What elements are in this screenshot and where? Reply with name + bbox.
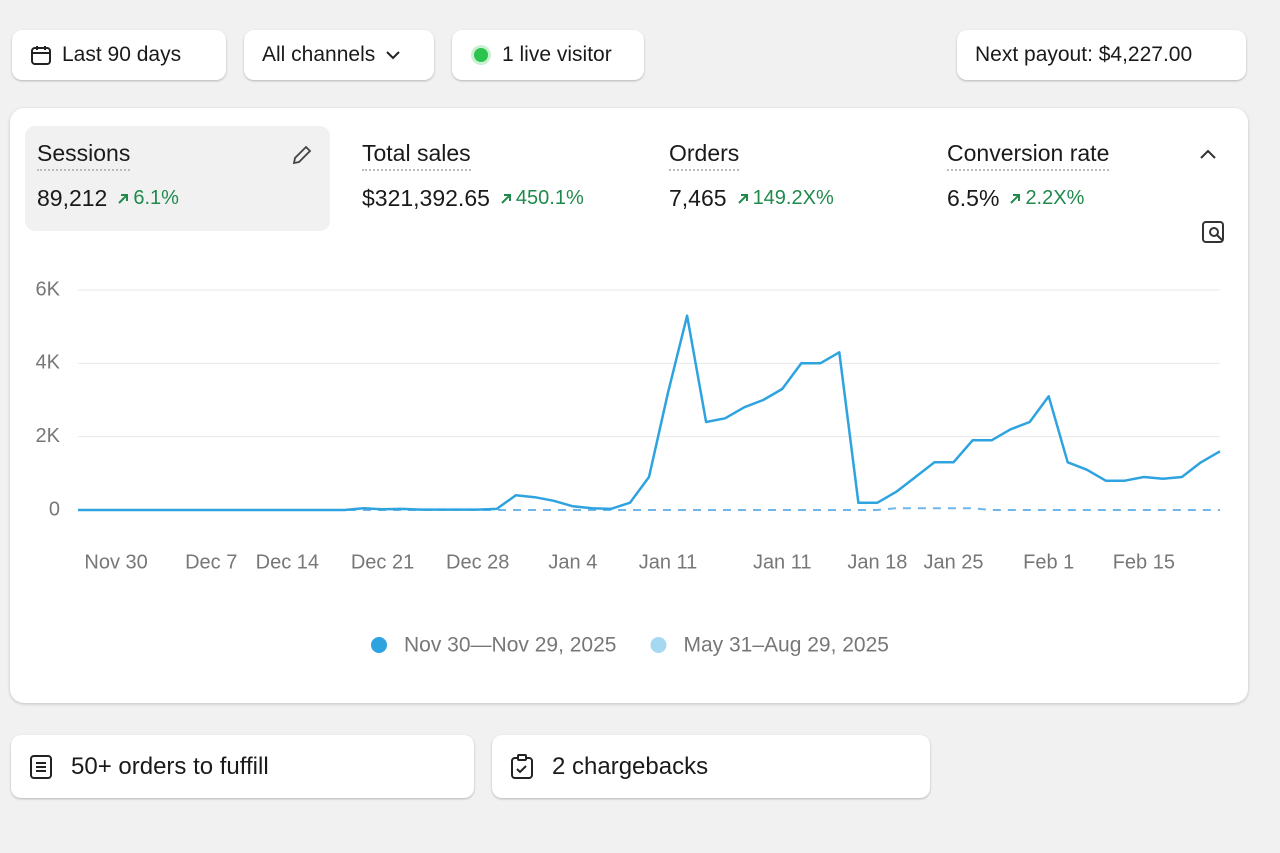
collapse-icon[interactable] [1198, 146, 1218, 162]
up-arrow [1010, 193, 1021, 204]
live-dot [471, 45, 491, 65]
metric-row: $321,392.65 450.1% [362, 185, 643, 212]
x-tick-label: Dec 21 [351, 551, 414, 573]
metric-change: 6.1% [117, 187, 179, 210]
up-arrow [118, 193, 129, 204]
x-tick-label: Jan 18 [847, 551, 907, 573]
clipboard-icon [511, 753, 533, 779]
zoom-icon[interactable] [1201, 220, 1227, 246]
metric-change-text: 450.1% [515, 187, 584, 209]
metric: Conversion rate 6.5% 2.2X% [935, 126, 1240, 231]
legend-swatch [371, 637, 387, 653]
legend-label: May 31–Aug 29, 2025 [683, 634, 889, 657]
y-tick-label: 0 [49, 498, 60, 520]
metric-row: 6.5% 2.2X% [947, 185, 1228, 212]
x-tick-label: Jan 25 [924, 551, 984, 573]
metric-change: 2.2X% [1009, 187, 1084, 210]
metric-value: 7,465 [669, 185, 727, 211]
up-arrow [501, 193, 511, 204]
y-tick-label: 4K [36, 352, 61, 374]
x-tick-label: Jan 4 [548, 551, 597, 573]
payout-button[interactable]: Next payout: $4,227.00 [957, 30, 1246, 80]
payout-text: Next payout: $4,227.00 [975, 43, 1193, 66]
metric-row: 89,212 6.1% [37, 185, 318, 212]
metric-change-text: 2.2X% [1025, 187, 1085, 209]
legend-swatch [650, 637, 667, 653]
metric-label: Orders [669, 140, 740, 171]
metric-label: Conversion rate [947, 140, 1110, 171]
channels-button[interactable]: All channels [244, 30, 434, 80]
sessions-chart: 0 2K 4K 6K Nov 30 Dec 7 Dec 14 Dec 21 Dec 28 Jan … [36, 278, 1221, 657]
metric: Total sales $321,392.65 450.1% [350, 126, 655, 231]
calendar-icon [31, 46, 51, 65]
metric-value: 6.5% [947, 185, 1000, 211]
metric-value: $321,392.65 [362, 185, 490, 211]
metric-change-text: 6.1% [133, 187, 179, 209]
orders-task[interactable]: 50+ orders to fuffill [11, 735, 474, 798]
metric: Sessions 89,212 6.1% [25, 126, 330, 231]
metric-change-text: 149.2X% [752, 187, 834, 209]
up-arrow [737, 193, 748, 204]
metric-change: 149.2X% [737, 187, 834, 210]
metric-change: 450.1% [500, 187, 584, 210]
x-tick-label: Dec 28 [446, 551, 509, 573]
chargebacks-task[interactable]: 2 chargebacks [492, 735, 930, 798]
live-visitor-button[interactable]: 1 live visitor [452, 30, 644, 80]
list-icon [30, 754, 52, 779]
x-tick-label: Feb 1 [1023, 551, 1074, 573]
metric-row: 7,465 149.2X% [669, 185, 950, 212]
x-tick-label: Dec 7 [185, 551, 237, 573]
task-text: 50+ orders to fuffill [71, 752, 269, 780]
x-tick-label: Jan 11 [639, 551, 698, 573]
live-text: 1 live visitor [502, 43, 612, 66]
task-text: 2 chargebacks [552, 752, 709, 780]
series-line [78, 507, 1220, 511]
legend-label: Nov 30—Nov 29, 2025 [404, 634, 616, 657]
metric-label: Sessions [37, 140, 131, 171]
metric: Orders 7,465 149.2X% [657, 126, 962, 231]
metric-value: 89,212 [37, 185, 108, 211]
y-tick-label: 2K [36, 425, 61, 447]
date-range-text: Last 90 days [62, 43, 182, 66]
x-tick-label: Jan 11 [753, 551, 812, 573]
metric-label: Total sales [362, 140, 471, 171]
x-tick-label: Feb 15 [1113, 551, 1175, 573]
x-tick-label: Dec 14 [256, 551, 319, 573]
y-tick-label: 6K [36, 278, 61, 300]
channels-text: All channels [262, 43, 376, 66]
date-range-button[interactable]: Last 90 days [12, 30, 226, 80]
series-line [78, 314, 1221, 512]
chevron-icon [386, 51, 400, 60]
edit-icon[interactable] [290, 143, 314, 167]
x-tick-label: Nov 30 [84, 551, 147, 573]
